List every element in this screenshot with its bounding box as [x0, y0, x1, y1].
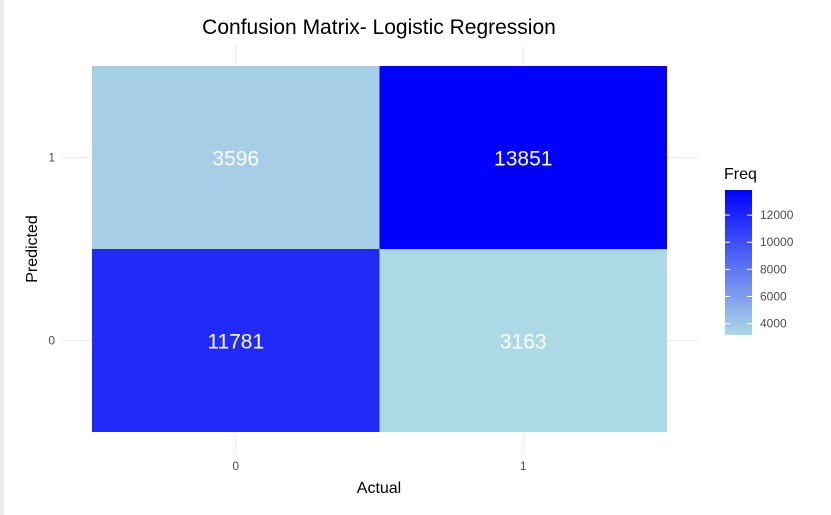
x-axis-label: Actual: [356, 480, 402, 497]
window-edge: [0, 0, 4, 515]
y-tick-label-0: 0: [48, 334, 55, 348]
legend-tick-label-10000: 10000: [760, 235, 794, 249]
heatmap-cell-actual-1-predicted-1: [379, 66, 667, 249]
chart-title: Confusion Matrix- Logistic Regression: [202, 16, 556, 39]
heatmap-cell-actual-0-predicted-1: [92, 66, 380, 249]
y-tick-label-1: 1: [48, 151, 55, 165]
x-tick-label-0: 0: [232, 459, 239, 473]
legend-tick-label-8000: 8000: [760, 262, 787, 276]
cell-label-actual-0-predicted-1: 3596: [212, 148, 259, 171]
legend-title: Freq: [724, 166, 757, 183]
heatmap-cell-actual-1-predicted-0: [379, 249, 667, 432]
heatmap-cell-actual-0-predicted-0: [92, 249, 380, 432]
legend-colorbar: [725, 190, 752, 335]
legend-tick-label-12000: 12000: [760, 208, 794, 222]
cell-label-actual-0-predicted-0: 11781: [207, 331, 264, 354]
legend-tick-label-4000: 4000: [760, 317, 787, 331]
x-tick-label-1: 1: [520, 459, 527, 473]
cell-label-actual-1-predicted-1: 13851: [494, 148, 552, 171]
cell-label-actual-1-predicted-0: 3163: [500, 331, 547, 354]
legend-tick-label-6000: 6000: [760, 290, 787, 304]
y-axis-label: Predicted: [24, 215, 41, 283]
